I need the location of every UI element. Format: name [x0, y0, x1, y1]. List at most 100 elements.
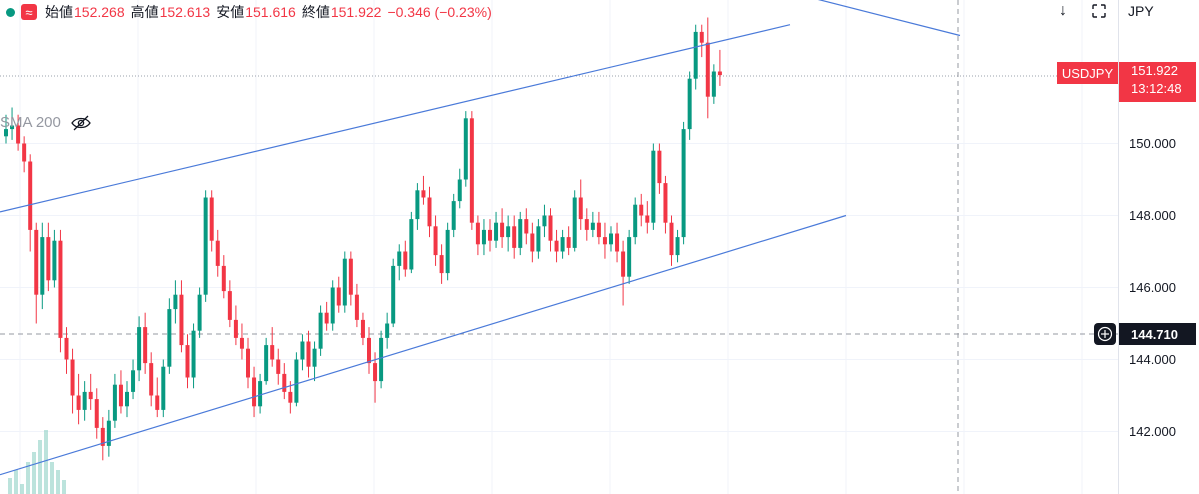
- candle-body: [324, 312, 329, 324]
- currency-selector[interactable]: JPY: [1119, 0, 1199, 22]
- candle-body: [306, 341, 311, 367]
- candle-body: [348, 258, 353, 295]
- candle-body: [112, 384, 117, 421]
- candle-body: [506, 226, 511, 238]
- candle-body: [494, 222, 499, 241]
- change-value: −0.346 (−0.23%): [387, 4, 492, 20]
- candle-body: [566, 237, 571, 248]
- close-label: 終値: [301, 4, 330, 20]
- candle-body: [34, 229, 39, 295]
- candle-body: [330, 287, 335, 324]
- candle-body: [336, 287, 341, 306]
- candle-body: [88, 391, 93, 400]
- volume-bar: [14, 470, 18, 494]
- low-label: 安値: [216, 4, 245, 20]
- volume-bar: [62, 480, 66, 494]
- candle-body: [209, 197, 214, 241]
- candle-body: [651, 150, 656, 223]
- candle-body: [524, 219, 529, 234]
- add-plus-icon[interactable]: [1094, 323, 1116, 345]
- price-tick: 142.000: [1129, 424, 1176, 439]
- candle-body: [548, 215, 553, 241]
- candle-body: [22, 143, 27, 162]
- candle-body: [131, 370, 136, 392]
- candle-body: [542, 215, 547, 227]
- candle-body: [252, 377, 257, 407]
- chart-area[interactable]: [0, 0, 1118, 494]
- low-value: 151.616: [245, 4, 296, 20]
- candle-body: [633, 204, 638, 238]
- candle-body: [179, 294, 184, 346]
- high-label: 高値: [130, 4, 159, 20]
- candle-body: [500, 222, 505, 238]
- candle-body: [233, 319, 238, 338]
- price-tick: 150.000: [1129, 136, 1176, 151]
- candle-body: [536, 226, 541, 252]
- candle-body: [367, 337, 371, 364]
- candle-body: [451, 201, 456, 230]
- candle-body: [94, 399, 99, 428]
- candle-body: [203, 197, 208, 295]
- volume-bar: [56, 470, 60, 494]
- ohlc-legend: ≈ 始値 152.268 高値 152.613 安値 151.616 終値 15…: [6, 2, 492, 22]
- eye-off-icon[interactable]: [71, 115, 91, 131]
- price-tick: 144.000: [1129, 352, 1176, 367]
- candle-body: [10, 125, 15, 130]
- candle-body: [717, 71, 722, 76]
- candle-body: [161, 366, 166, 410]
- candle-body: [239, 337, 244, 349]
- candle-body: [270, 345, 275, 360]
- candle-body: [173, 294, 178, 310]
- autoscale-icon[interactable]: [1086, 0, 1112, 22]
- candle-body: [185, 345, 190, 378]
- candle-body: [403, 251, 408, 270]
- candle-body: [276, 359, 281, 374]
- candlestick-chart: [0, 0, 1118, 494]
- candle-body: [397, 251, 402, 266]
- candle-body: [167, 309, 172, 367]
- candle-body: [70, 359, 75, 396]
- volume-bar: [38, 440, 42, 494]
- candle-body: [518, 219, 523, 248]
- last-price-value: 151.922: [1131, 63, 1178, 78]
- candle-body: [391, 265, 396, 324]
- sma-indicator[interactable]: SMA 200: [0, 114, 91, 131]
- volume-bar: [44, 430, 48, 494]
- currency-label: JPY: [1128, 3, 1154, 19]
- status-dot-icon: [6, 7, 15, 17]
- candle-body: [82, 391, 87, 410]
- candle-body: [100, 427, 105, 446]
- candle-body: [221, 265, 226, 292]
- channel-lower-line: [0, 214, 847, 476]
- candle-body: [705, 42, 710, 97]
- candle-body: [463, 118, 468, 180]
- candle-body: [615, 233, 620, 252]
- candle-body: [28, 161, 33, 230]
- candle-body: [627, 237, 632, 277]
- candle-body: [149, 363, 154, 396]
- candle-body: [125, 391, 129, 407]
- candle-body: [118, 384, 123, 407]
- candle-body: [197, 294, 202, 331]
- candle-body: [143, 327, 148, 364]
- candle-body: [409, 219, 414, 270]
- price-tick: 148.000: [1129, 208, 1176, 223]
- candle-body: [609, 233, 613, 245]
- candle-body: [512, 226, 517, 248]
- candle-body: [106, 420, 111, 446]
- candle-body: [530, 233, 535, 252]
- wave-icon[interactable]: ≈: [21, 4, 37, 20]
- candle-body: [246, 348, 250, 378]
- price-tick: 146.000: [1129, 280, 1176, 295]
- candle-body: [421, 190, 426, 198]
- candle-body: [657, 150, 662, 184]
- candle-body: [457, 179, 462, 202]
- candle-body: [711, 71, 716, 97]
- volume-bar: [26, 462, 30, 494]
- candle-body: [675, 237, 680, 256]
- candle-body: [554, 240, 559, 252]
- candle-body: [40, 237, 45, 295]
- candle-body: [475, 222, 480, 245]
- candle-body: [578, 197, 583, 220]
- arrow-down-icon[interactable]: ↓: [1059, 2, 1067, 19]
